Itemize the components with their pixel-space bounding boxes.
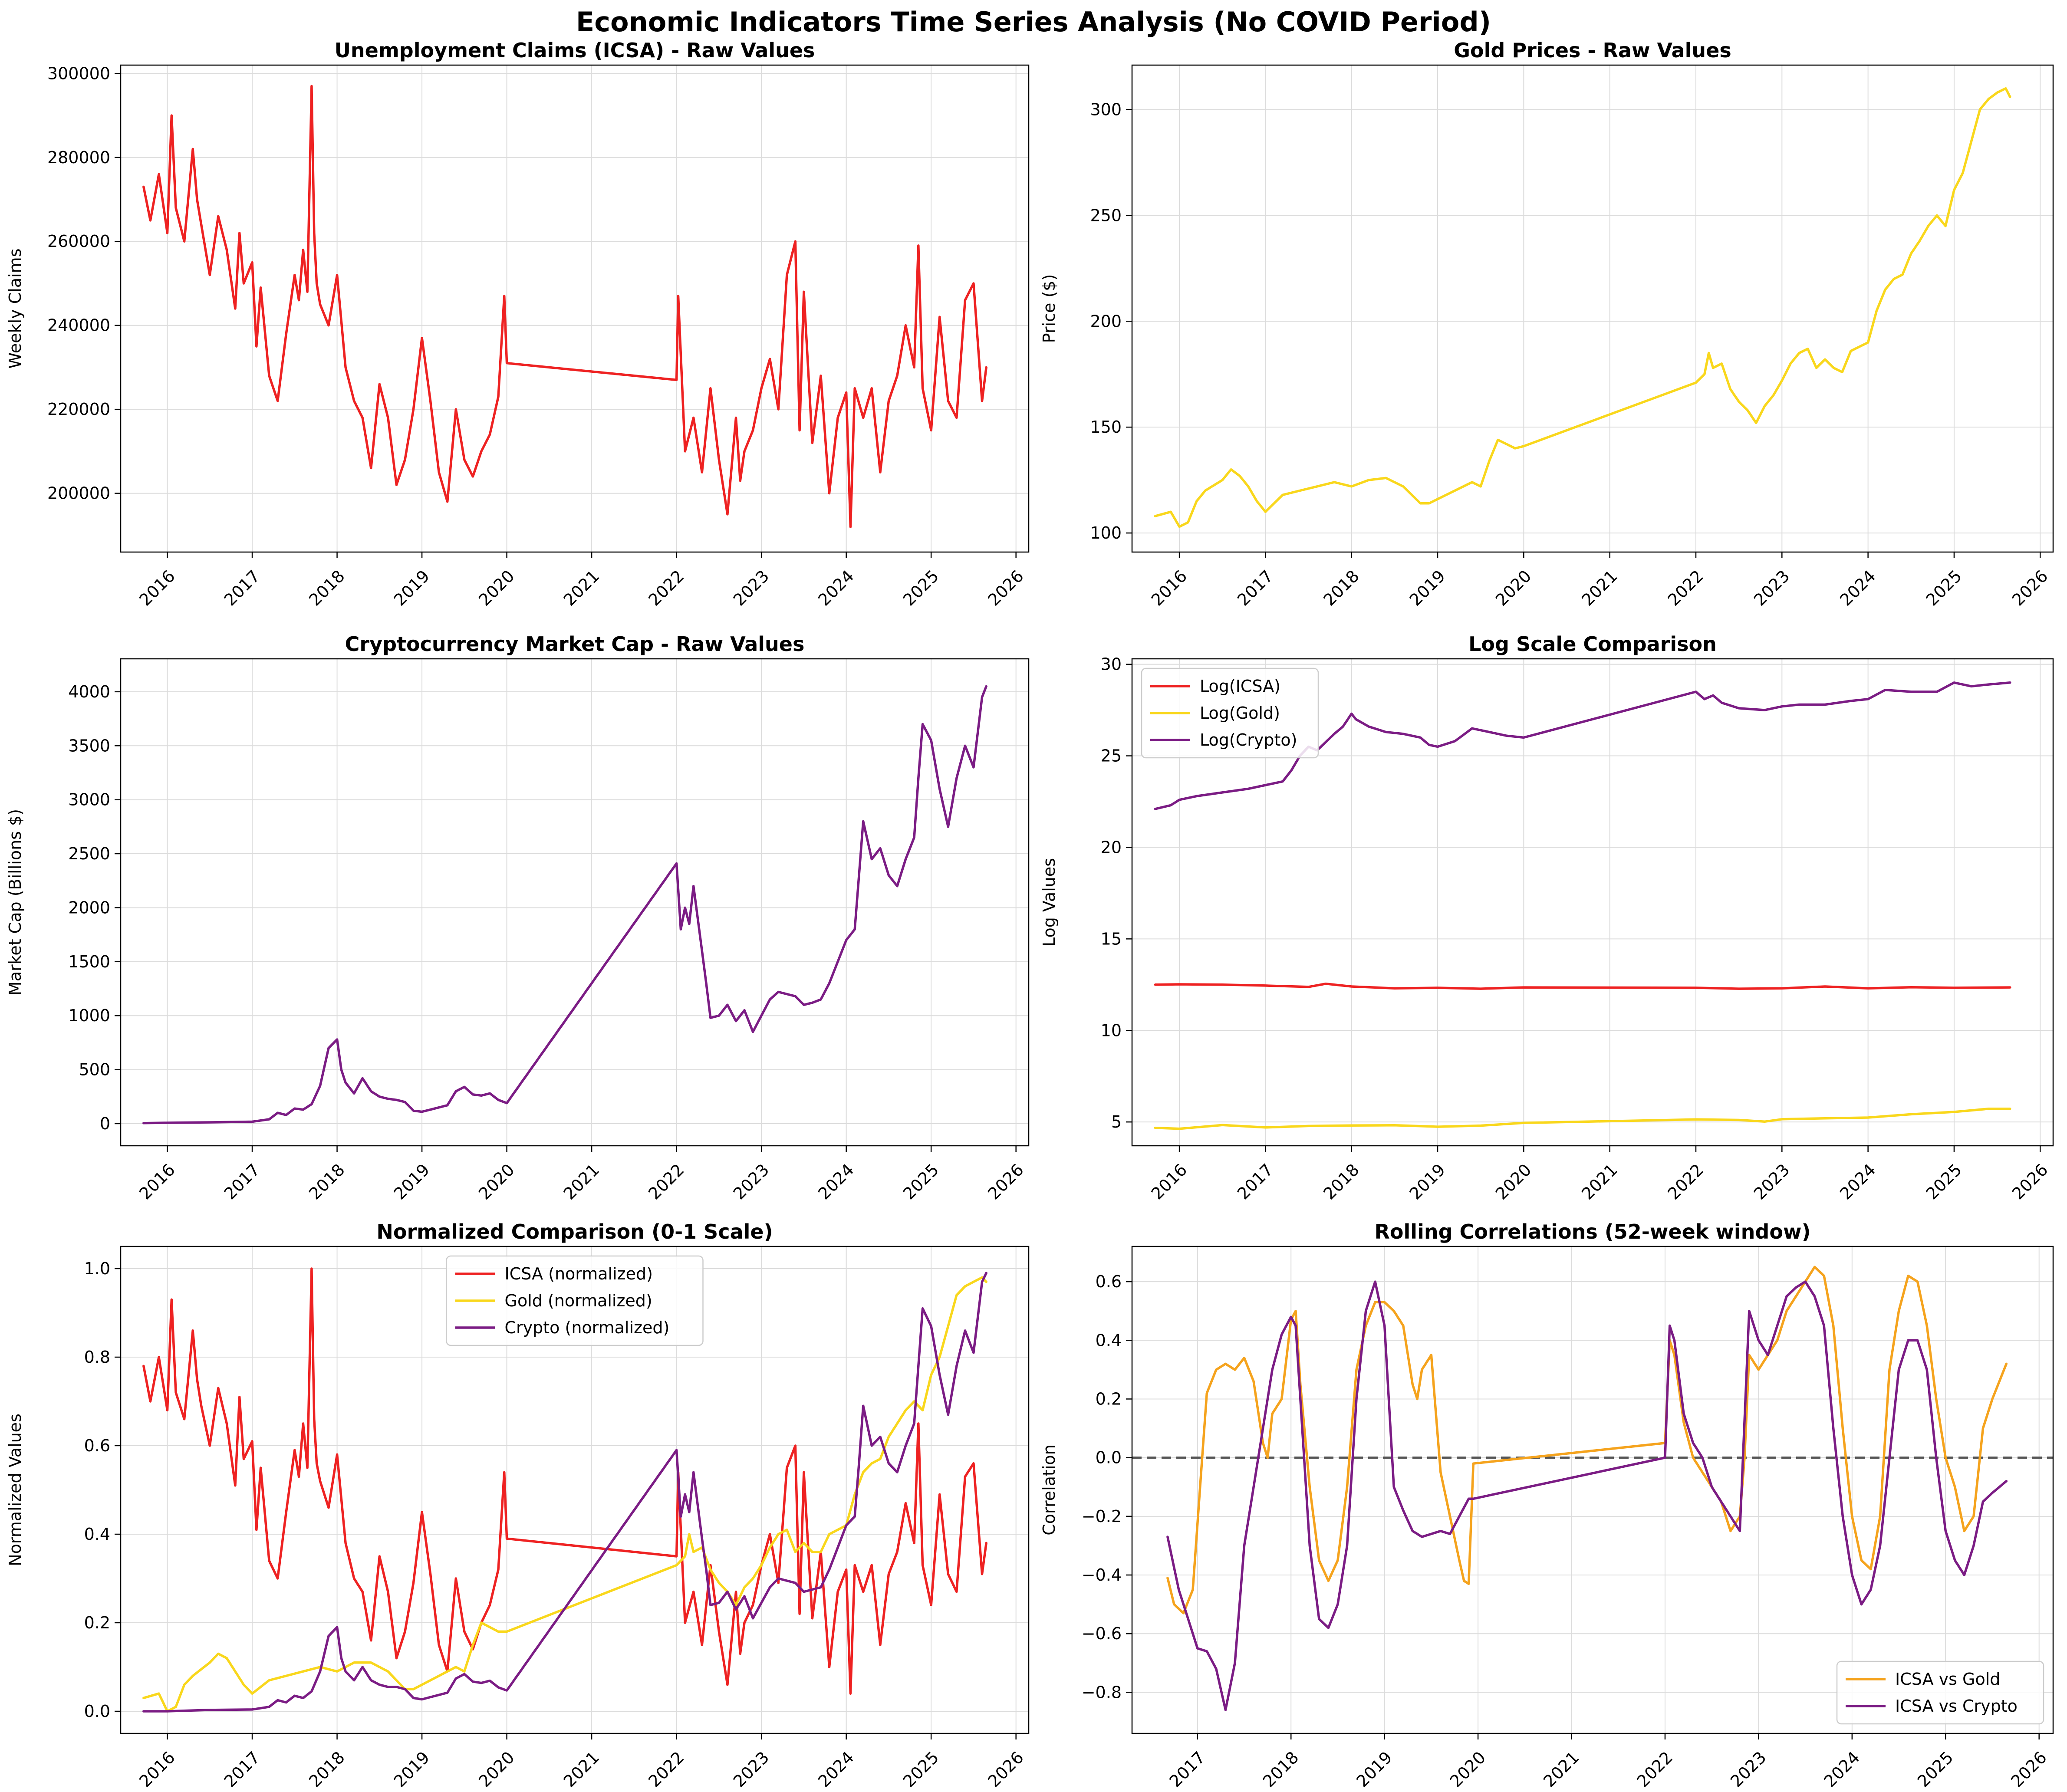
subplot-title: Gold Prices - Raw Values <box>1454 39 1731 62</box>
y-tick-label: 15 <box>1101 929 1122 948</box>
y-tick-label: 0.6 <box>84 1436 110 1455</box>
subplot-title: Normalized Comparison (0-1 Scale) <box>376 1220 773 1243</box>
legend-entry: Log(ICSA) <box>1200 677 1280 696</box>
y-tick-label: 30 <box>1101 655 1122 674</box>
subplot-title: Log Scale Comparison <box>1468 632 1717 656</box>
legend-entry: ICSA vs Gold <box>1895 1670 2000 1689</box>
y-axis-label: Weekly Claims <box>6 249 25 369</box>
subplot-title: Rolling Correlations (52-week window) <box>1375 1220 1811 1243</box>
legend: ICSA (normalized) Gold (normalized) Crypto… <box>447 1256 703 1345</box>
y-tick-label: 3500 <box>68 736 110 755</box>
y-tick-label: 0.4 <box>84 1525 110 1544</box>
y-tick-label: −0.4 <box>1082 1565 1122 1585</box>
y-axis-label: Log Values <box>1040 858 1059 947</box>
y-tick-label: 0.2 <box>1096 1389 1122 1408</box>
y-tick-label: 300 <box>1090 100 1122 119</box>
y-tick-label: 280000 <box>47 148 110 167</box>
y-tick-label: 500 <box>79 1060 110 1079</box>
y-tick-label: 240000 <box>47 316 110 335</box>
y-tick-label: −0.6 <box>1082 1624 1122 1643</box>
y-tick-label: 0.0 <box>1096 1448 1122 1467</box>
y-tick-label: 260000 <box>47 232 110 251</box>
legend-entry: ICSA vs Crypto <box>1895 1697 2018 1716</box>
y-tick-label: 0.2 <box>84 1613 110 1632</box>
y-tick-label: 20 <box>1101 838 1122 857</box>
y-tick-label: 1500 <box>68 952 110 971</box>
y-tick-label: 250 <box>1090 206 1122 225</box>
y-tick-label: 10 <box>1101 1021 1122 1040</box>
y-tick-label: 220000 <box>47 400 110 419</box>
y-tick-label: 100 <box>1090 523 1122 543</box>
y-tick-label: −0.2 <box>1082 1507 1122 1526</box>
figure-title: Economic Indicators Time Series Analysis… <box>576 6 1491 38</box>
subplot-title: Unemployment Claims (ICSA) - Raw Values <box>335 39 815 62</box>
y-tick-label: 0.4 <box>1096 1331 1122 1350</box>
y-tick-label: 300000 <box>47 64 110 83</box>
y-tick-label: 3000 <box>68 790 110 809</box>
y-tick-label: 0 <box>100 1114 110 1133</box>
legend-entry: ICSA (normalized) <box>505 1264 653 1283</box>
y-tick-label: 25 <box>1101 746 1122 766</box>
y-axis-label: Correlation <box>1040 1444 1059 1536</box>
y-axis-label: Price ($) <box>1040 274 1059 343</box>
y-tick-label: −0.8 <box>1082 1683 1122 1702</box>
y-tick-label: 1000 <box>68 1006 110 1025</box>
y-tick-label: 200000 <box>47 484 110 503</box>
legend-entry: Crypto (normalized) <box>505 1318 670 1337</box>
y-axis-label: Market Cap (Billions $) <box>6 809 25 996</box>
legend-entry: Log(Gold) <box>1200 704 1280 723</box>
y-tick-label: 150 <box>1090 418 1122 437</box>
legend-entry: Gold (normalized) <box>505 1291 652 1310</box>
legend: ICSA vs Gold ICSA vs Crypto <box>1837 1661 2044 1724</box>
y-tick-label: 2000 <box>68 898 110 917</box>
subplot-title: Cryptocurrency Market Cap - Raw Values <box>345 632 805 656</box>
y-tick-label: 4000 <box>68 682 110 701</box>
y-tick-label: 2500 <box>68 844 110 863</box>
y-tick-label: 0.0 <box>84 1702 110 1721</box>
y-tick-label: 0.6 <box>1096 1272 1122 1291</box>
legend: Log(ICSA) Log(Gold) Log(Crypto) <box>1142 668 1318 758</box>
y-tick-label: 5 <box>1111 1112 1122 1131</box>
y-axis-label: Normalized Values <box>6 1414 25 1566</box>
y-tick-label: 0.8 <box>84 1348 110 1367</box>
legend-entry: Log(Crypto) <box>1200 730 1297 750</box>
y-tick-label: 200 <box>1090 312 1122 331</box>
y-tick-label: 1.0 <box>84 1259 110 1278</box>
